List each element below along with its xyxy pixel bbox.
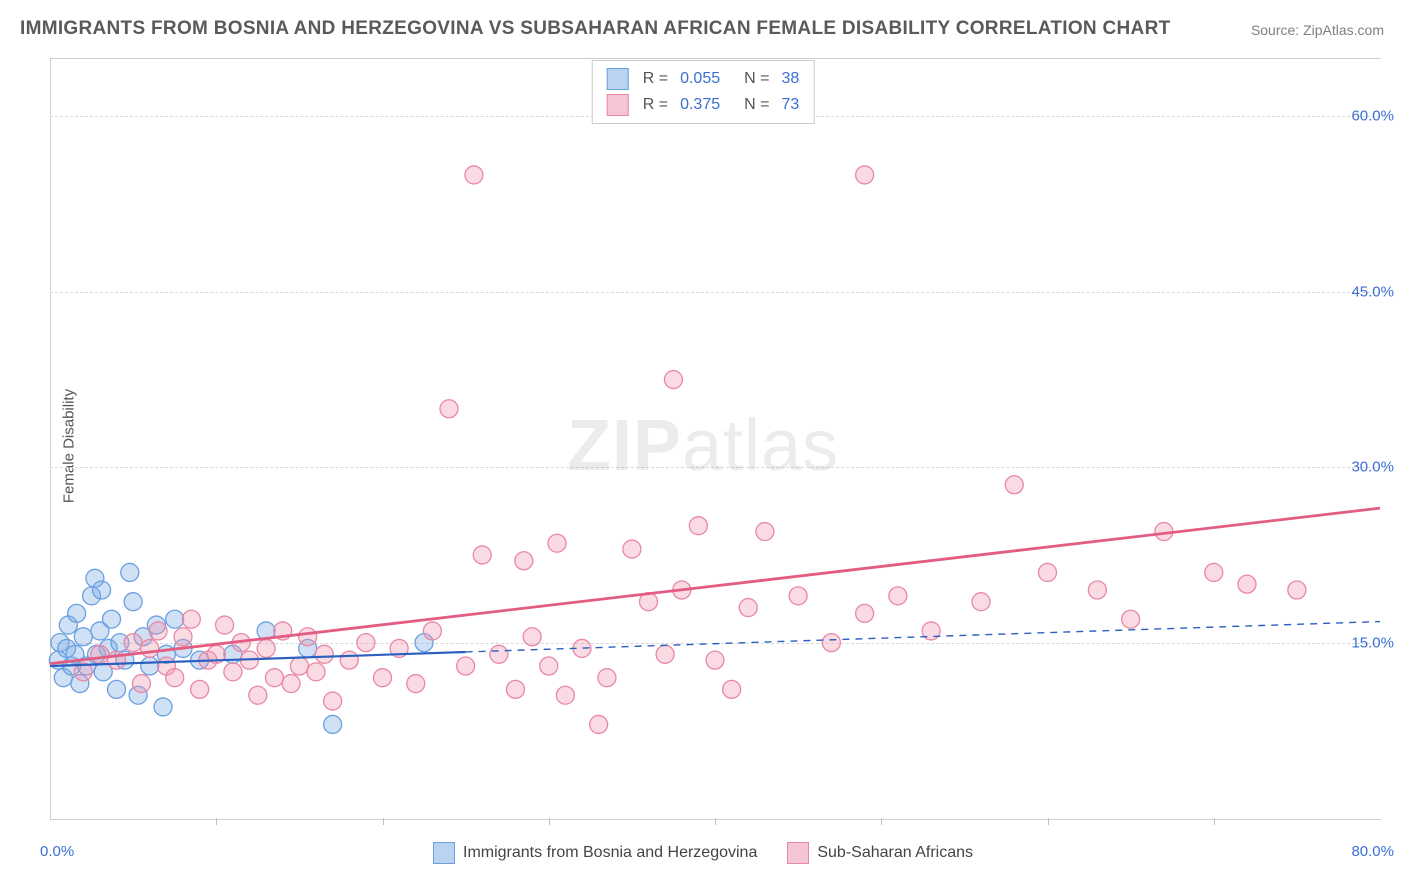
legend-correlation: R = 0.055 N = 38 R = 0.375 N = 73 [592,60,815,124]
data-point [490,645,508,663]
data-point [440,400,458,418]
data-point [1122,610,1140,628]
data-point [739,599,757,617]
data-point [1005,476,1023,494]
data-point [822,634,840,652]
data-point [723,680,741,698]
data-point [324,715,342,733]
data-point [465,166,483,184]
legend-row-2: R = 0.375 N = 73 [607,92,800,118]
data-point [540,657,558,675]
data-point [789,587,807,605]
data-point [149,622,167,640]
data-point [132,675,150,693]
n-label-1: N = [744,70,769,88]
data-point [1238,575,1256,593]
data-point [249,686,267,704]
swatch-series-2 [607,94,629,116]
swatch-series-1 [607,68,629,90]
data-point [257,639,275,657]
legend-row-1: R = 0.055 N = 38 [607,66,800,92]
data-point [889,587,907,605]
data-point [124,593,142,611]
data-point [357,634,375,652]
data-point [856,166,874,184]
data-point [124,634,142,652]
r-value-2: 0.375 [680,96,720,114]
data-point [407,675,425,693]
data-point [1039,563,1057,581]
data-point [590,715,608,733]
data-point [374,669,392,687]
data-point [141,657,159,675]
data-point [548,534,566,552]
data-point [141,639,159,657]
data-point [154,698,172,716]
data-point [265,669,283,687]
chart-svg [0,0,1406,892]
data-point [93,581,111,599]
data-point [224,663,242,681]
data-point [290,657,308,675]
data-point [166,610,184,628]
data-point [299,628,317,646]
data-point [556,686,574,704]
data-point [324,692,342,710]
data-point [623,540,641,558]
data-point [340,651,358,669]
data-point [68,604,86,622]
n-value-1: 38 [781,70,799,88]
data-point [282,675,300,693]
data-point [689,517,707,535]
data-point [108,680,126,698]
trend-line [50,508,1380,664]
data-point [315,645,333,663]
data-point [706,651,724,669]
data-point [1288,581,1306,599]
data-point [598,669,616,687]
data-point [473,546,491,564]
chart-container: IMMIGRANTS FROM BOSNIA AND HERZEGOVINA V… [0,0,1406,892]
data-point [74,628,92,646]
data-point [515,552,533,570]
data-point [457,657,475,675]
data-point [507,680,525,698]
data-point [216,616,234,634]
data-point [756,523,774,541]
data-point [174,628,192,646]
data-point [423,622,441,640]
data-point [91,645,109,663]
data-point [664,371,682,389]
r-label-1: R = [643,70,668,88]
r-value-1: 0.055 [680,70,720,88]
data-point [1088,581,1106,599]
data-point [856,604,874,622]
data-point [656,645,674,663]
data-point [166,669,184,687]
data-point [191,680,209,698]
data-point [1205,563,1223,581]
r-label-2: R = [643,96,668,114]
n-label-2: N = [744,96,769,114]
data-point [182,610,200,628]
data-point [103,610,121,628]
data-point [972,593,990,611]
data-point [121,563,139,581]
data-point [523,628,541,646]
n-value-2: 73 [781,96,799,114]
data-point [307,663,325,681]
